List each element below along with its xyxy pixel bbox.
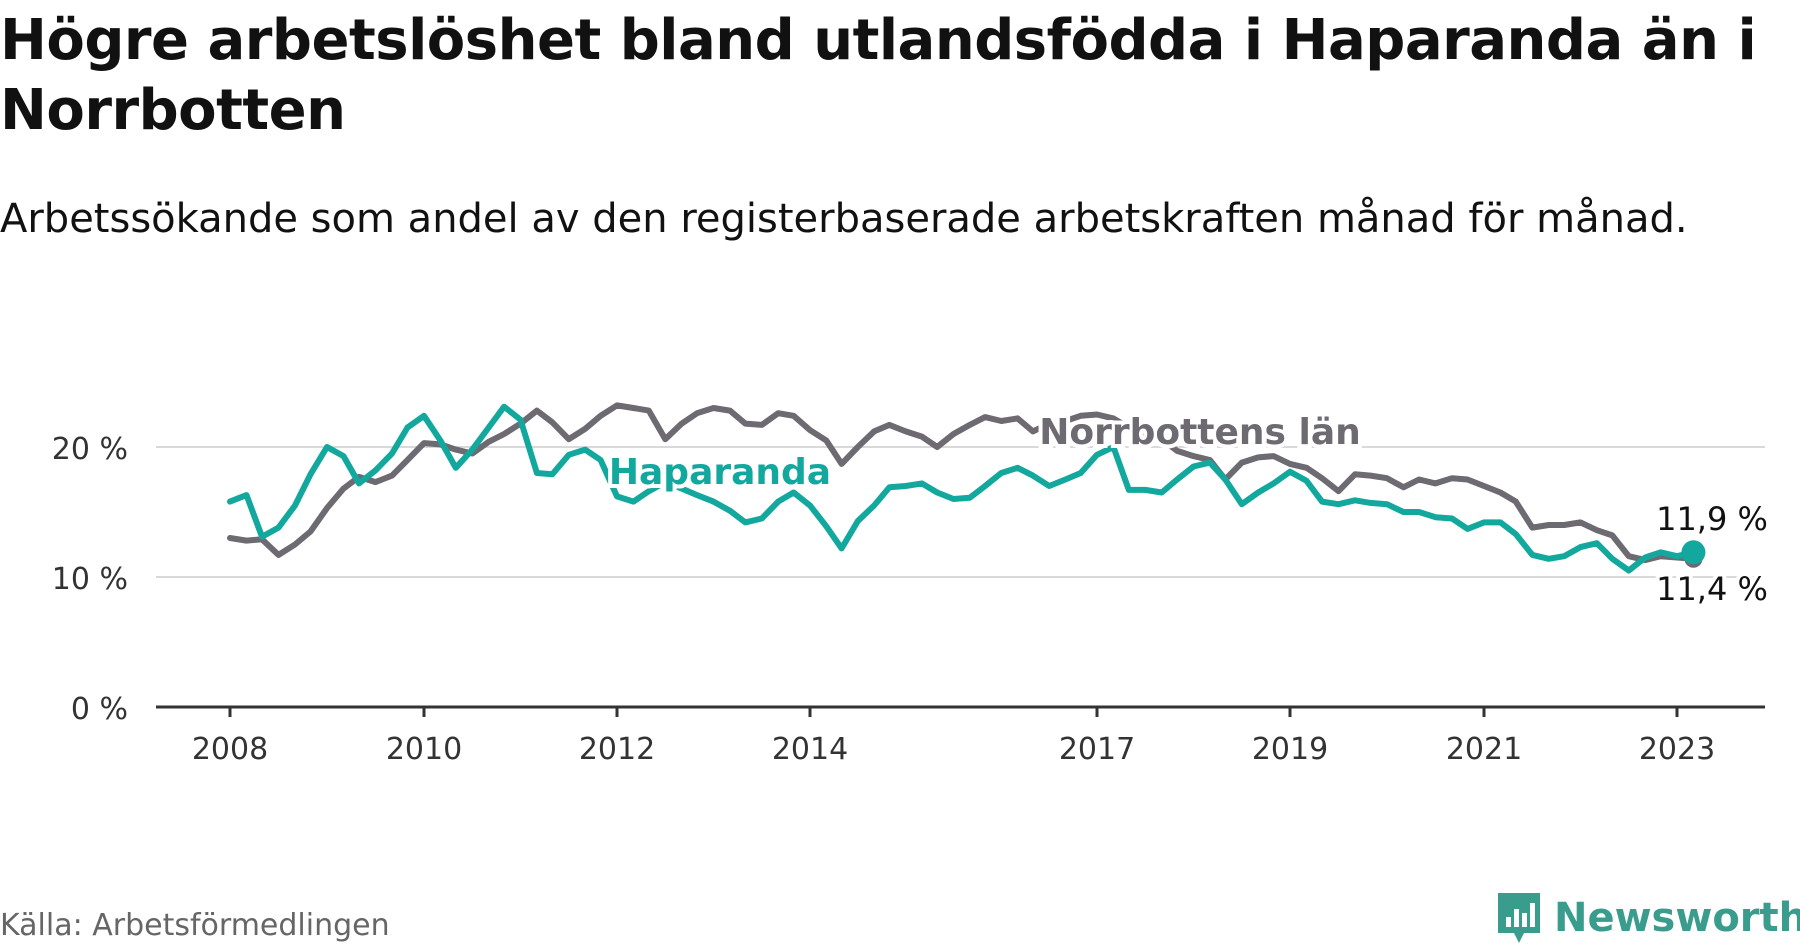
x-tick-label: 2019	[1252, 732, 1328, 767]
y-tick-label: 20 %	[52, 432, 128, 467]
series-labels: Norrbottens län Haparanda 11,9 % 11,4 %	[605, 408, 1772, 612]
x-tick-label: 2017	[1059, 732, 1135, 767]
chart-title: Högre arbetslöshet bland utlandsfödda i …	[0, 8, 1757, 143]
end-point-haparanda	[1681, 540, 1706, 565]
newsworthy-logo-icon	[1498, 893, 1540, 943]
x-axis-ticks: 2008 2010 2012 2014 2017 2019 2021 2023	[192, 707, 1715, 767]
label-norrbottens-lan: Norrbottens län	[1039, 412, 1361, 453]
y-tick-label: 10 %	[52, 562, 128, 597]
end-value-norrbotten: 11,4 %	[1656, 570, 1768, 608]
y-axis-ticks: 0 % 10 % 20 %	[52, 432, 128, 727]
source-note: Källa: Arbetsförmedlingen	[0, 908, 390, 943]
brand-name: Newsworthy	[1554, 895, 1800, 941]
series-lines	[227, 402, 1706, 574]
x-tick-label: 2012	[579, 732, 655, 767]
brand-logo[interactable]: Newsworthy	[1494, 888, 1800, 948]
x-tick-label: 2023	[1639, 732, 1715, 767]
x-tick-label: 2010	[386, 732, 462, 767]
end-value-haparanda: 11,9 %	[1656, 500, 1768, 538]
y-tick-label: 0 %	[71, 692, 128, 727]
x-tick-label: 2014	[772, 732, 848, 767]
series-line-haparanda	[227, 403, 1697, 574]
x-tick-label: 2021	[1446, 732, 1522, 767]
x-tick-label: 2008	[192, 732, 268, 767]
series-line-norrbottens-lan	[227, 402, 1697, 564]
chart-subtitle: Arbetssökande som andel av den registerb…	[0, 196, 1688, 242]
label-haparanda: Haparanda	[609, 452, 831, 493]
